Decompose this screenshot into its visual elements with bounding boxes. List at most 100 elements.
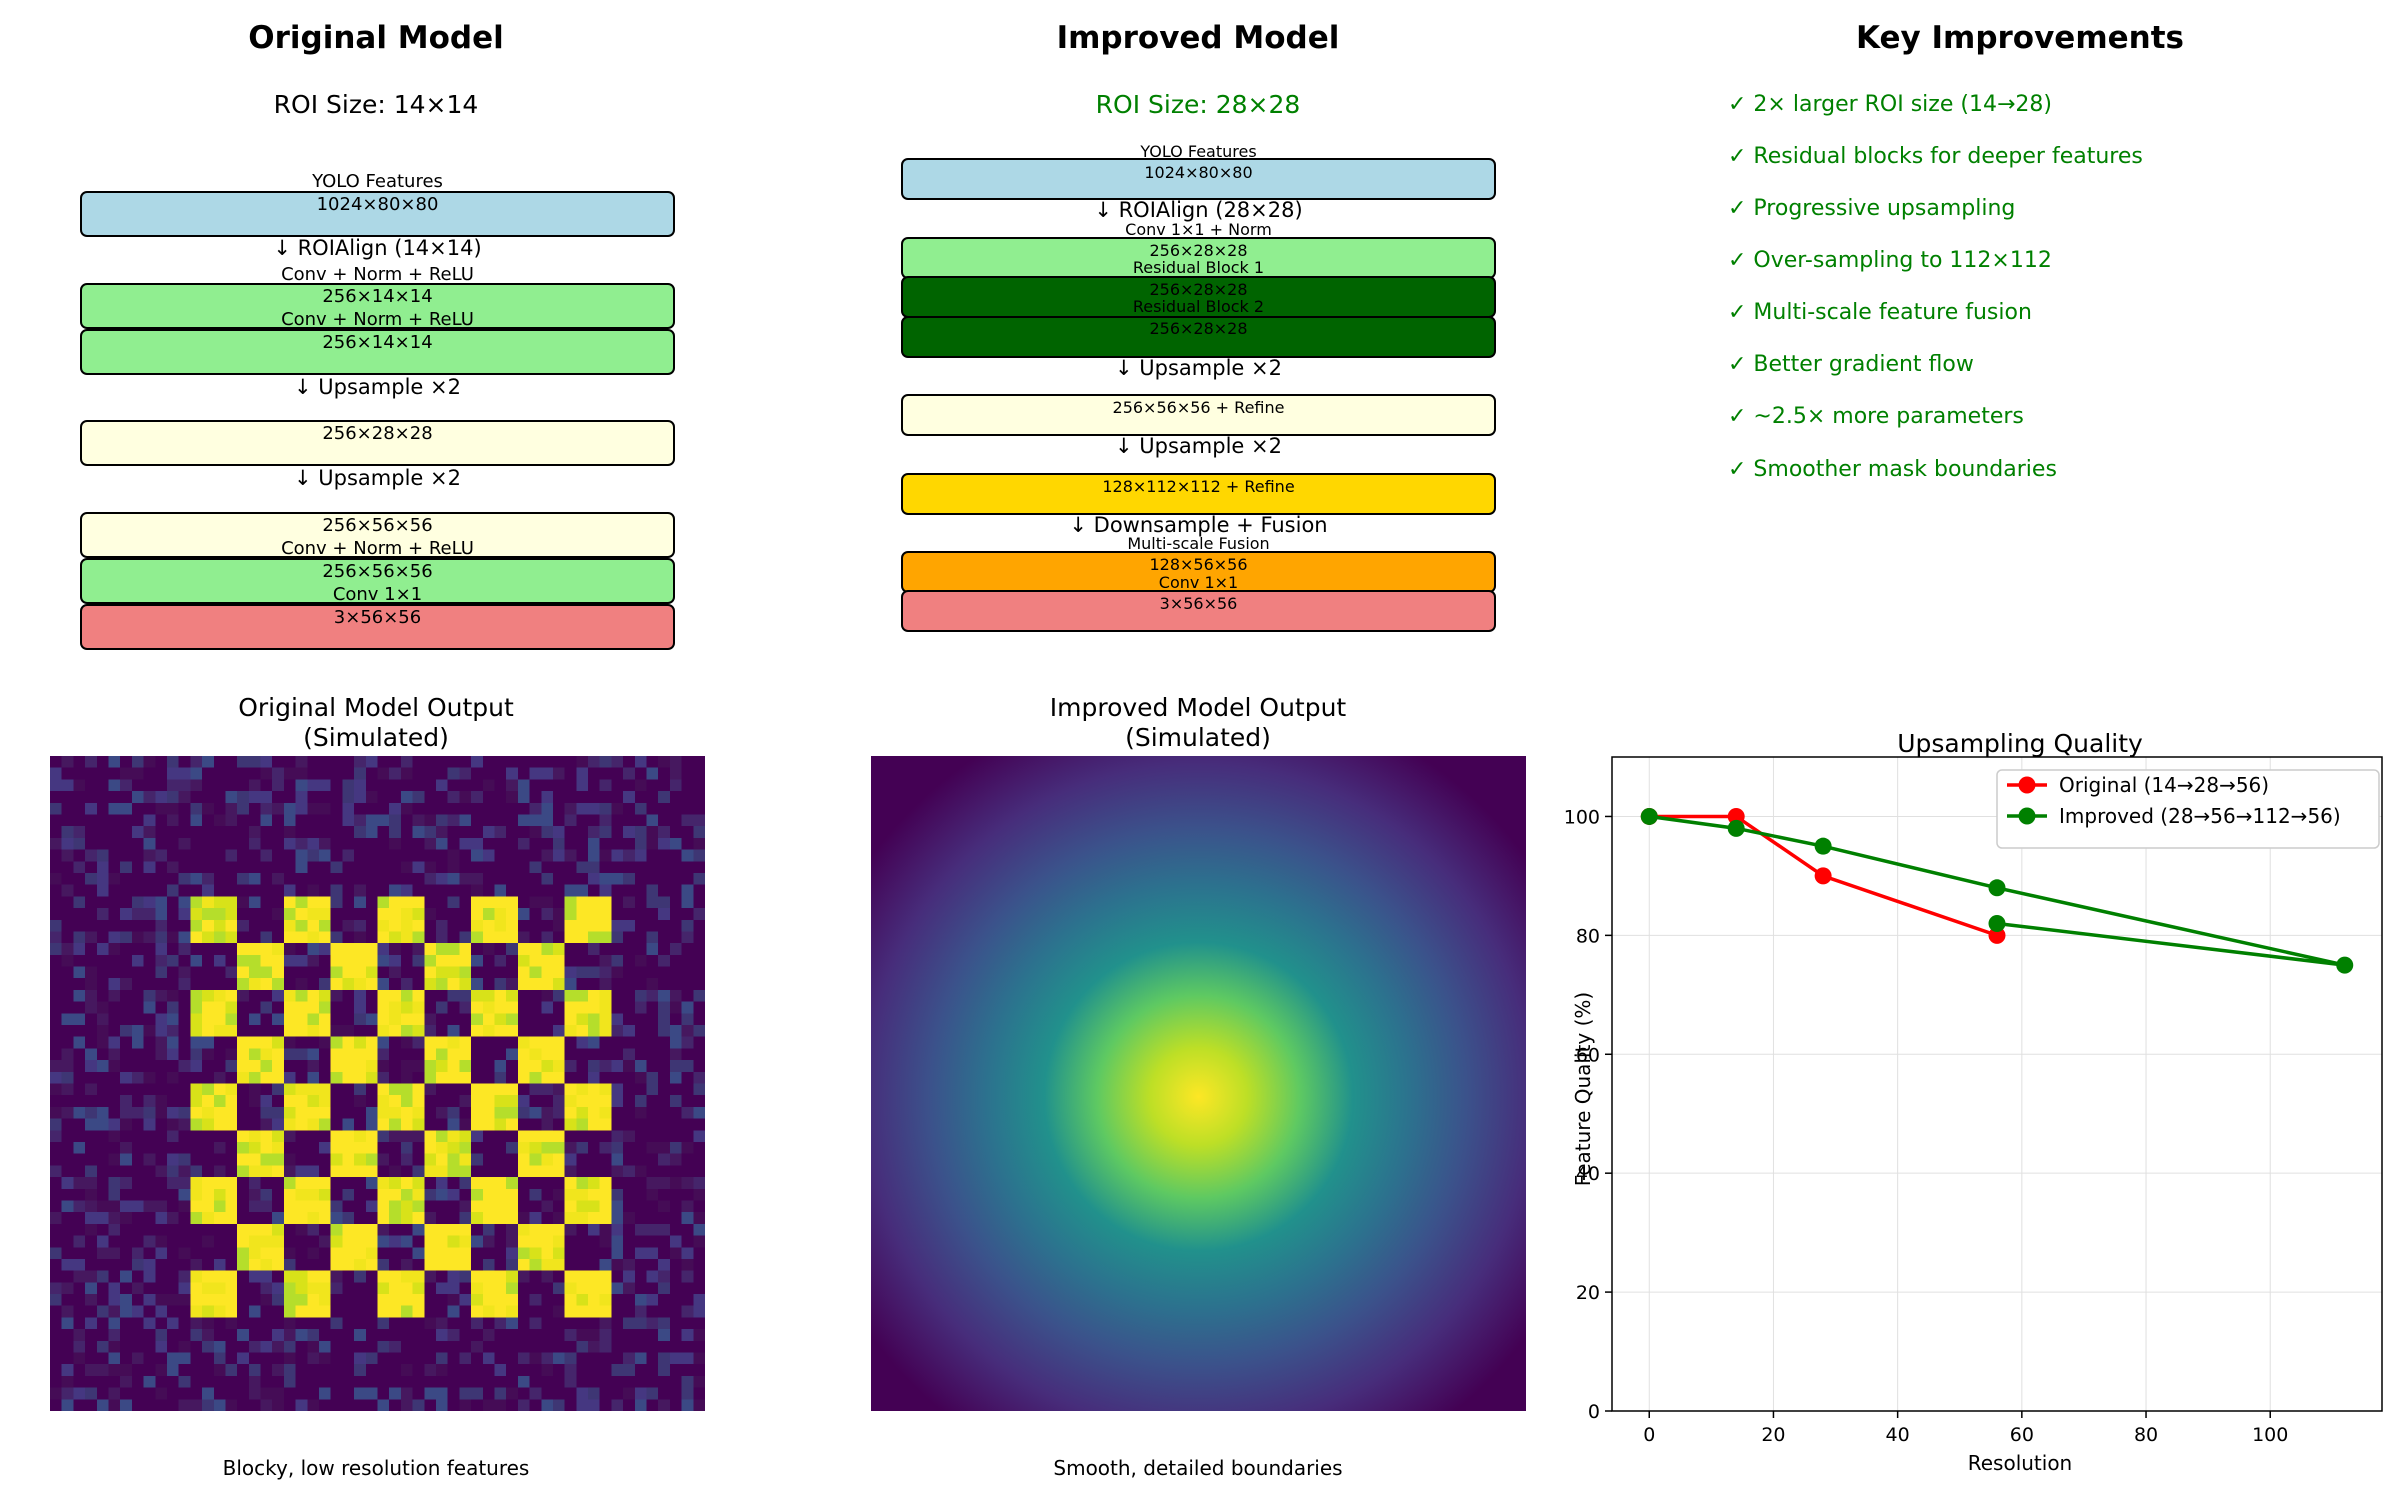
original-block-conv2-dims: 256×14×14 (322, 332, 433, 353)
chart-ylabel: Feature Quality (%) (1571, 992, 1595, 1186)
x-tick-label: 80 (2134, 1424, 2158, 1446)
original-block-output (80, 604, 675, 650)
original-block-up56-dims: 256×56×56 (322, 515, 433, 536)
improved-block-up56 (901, 394, 1496, 436)
original-block-conv3-dims: 256×56×56 (322, 561, 433, 582)
improved-arrow-upsample2: ↓ Upsample ×2 (1115, 434, 1282, 458)
key-improvements-title: Key Improvements (1855, 20, 2184, 56)
data-point (2336, 956, 2354, 974)
legend-label: Improved (28→56→112→56) (2059, 804, 2341, 828)
x-tick-label: 60 (2010, 1424, 2034, 1446)
data-point (1988, 879, 2006, 897)
y-tick-label: 80 (1576, 925, 1600, 947)
upsampling-quality-chart: Upsampling Quality 0 20 40 60 80 100 0 20 40 60 80… (1564, 729, 2383, 1475)
y-tick-label: 0 (1588, 1401, 1600, 1423)
improved-block-fusion-dims: 128×56×56 (1149, 555, 1248, 574)
improved-model-title: Improved Model (1056, 20, 1340, 56)
original-block-output-label: Conv 1×1 (332, 584, 423, 605)
data-point (1988, 926, 2006, 944)
improved-block-output-dims: 3×56×56 (1159, 594, 1238, 613)
original-block-conv2 (80, 329, 675, 375)
improved-block-up56-dims: 256×56×56 + Refine (1112, 398, 1285, 417)
chart-legend: Original (14→28→56) Improved (28→56→112→5… (1996, 769, 2380, 849)
original-output-image (50, 756, 705, 1411)
original-roi-size: ROI Size: 14×14 (273, 90, 479, 119)
data-point (1814, 837, 1832, 855)
improved-block-output (901, 590, 1496, 632)
improvement-item: ✓ Better gradient flow (1728, 352, 1974, 377)
improved-arrow-downsample: ↓ Downsample + Fusion (1069, 513, 1328, 537)
improved-block-res1 (901, 276, 1496, 318)
improved-block-res2 (901, 316, 1496, 358)
original-block-yolo (80, 191, 675, 237)
y-tick-label: 40 (1576, 1163, 1600, 1185)
original-block-conv1 (80, 283, 675, 329)
improved-block-yolo (901, 158, 1496, 200)
improved-block-res2-dims: 256×28×28 (1149, 319, 1248, 338)
improved-block-res2-label: Residual Block 2 (1132, 297, 1265, 316)
original-block-up56 (80, 512, 675, 558)
x-tick-label: 20 (1761, 1424, 1785, 1446)
improved-block-up112 (901, 473, 1496, 515)
chart-axes: 0 20 40 60 80 100 0 20 40 60 80 100 (1564, 756, 2383, 1446)
chart-title: Upsampling Quality (1897, 729, 2143, 758)
legend-swatch-marker (2018, 807, 2036, 825)
original-model-title: Original Model (248, 20, 504, 56)
chart-xlabel: Resolution (1968, 1451, 2073, 1475)
original-block-conv3-label: Conv + Norm + ReLU (281, 538, 474, 559)
data-point (1727, 807, 1745, 825)
original-output-caption: Blocky, low resolution features (222, 1456, 530, 1480)
improved-output-blob (871, 756, 1526, 1411)
chart-series (1640, 807, 2354, 974)
original-block-up28 (80, 420, 675, 466)
improved-block-res1-dims: 256×28×28 (1149, 280, 1248, 299)
original-block-up28-dims: 256×28×28 (322, 423, 433, 444)
original-block-conv3 (80, 558, 675, 604)
chart-grid (1612, 757, 2382, 1412)
original-arrow-upsample2: ↓ Upsample ×2 (294, 466, 461, 490)
original-arrow-roialign: ↓ ROIAlign (14×14) (273, 236, 482, 260)
improved-arrow-upsample1: ↓ Upsample ×2 (1115, 356, 1282, 380)
improvement-item: ✓ Progressive upsampling (1728, 196, 2016, 221)
improved-block-res1-label: Residual Block 1 (1132, 258, 1265, 277)
improved-output-caption: Smooth, detailed boundaries (1053, 1456, 1343, 1480)
data-point (1988, 914, 2006, 932)
original-block-yolo-dims: 1024×80×80 (316, 194, 439, 215)
original-block-output-dims: 3×56×56 (333, 607, 422, 628)
data-point (1814, 867, 1832, 885)
improved-block-yolo-label: YOLO Features (1140, 142, 1257, 161)
series-line (1649, 814, 1998, 938)
improved-block-yolo-dims: 1024×80×80 (1144, 163, 1253, 182)
legend-frame (1996, 769, 2380, 849)
original-arrow-upsample1: ↓ Upsample ×2 (294, 375, 461, 399)
improvement-item: ✓ Smoother mask boundaries (1728, 457, 2057, 482)
y-tick-label: 60 (1576, 1044, 1600, 1066)
improvement-item: ✓ Over-sampling to 112×112 (1728, 248, 2052, 273)
legend-label: Original (14→28→56) (2059, 773, 2269, 797)
x-tick-label: 100 (2252, 1424, 2288, 1446)
improved-block-conv-dims: 256×28×28 (1149, 241, 1248, 260)
original-block-conv1-dims: 256×14×14 (322, 286, 433, 307)
series-line (1649, 814, 2346, 967)
x-tick-label: 0 (1643, 1424, 1655, 1446)
x-tick-label: 40 (1886, 1424, 1910, 1446)
y-tick-label: 100 (1564, 806, 1600, 828)
plot-frame (1611, 756, 2383, 1412)
improved-block-fusion-label: Multi-scale Fusion (1127, 534, 1270, 553)
improved-block-conv-label: Conv 1×1 + Norm (1125, 220, 1272, 239)
data-point (1727, 819, 1745, 837)
y-tick-label: 20 (1576, 1282, 1600, 1304)
improved-output-title: Improved Model Output (Simulated) (1049, 693, 1347, 752)
improved-output-image (871, 756, 1526, 1411)
original-block-conv1-label: Conv + Norm + ReLU (281, 264, 474, 285)
series-1 (1640, 807, 2354, 974)
improved-block-up112-dims: 128×112×112 + Refine (1102, 477, 1295, 496)
data-point (1640, 807, 1658, 825)
improvement-item: ✓ ~2.5× more parameters (1728, 404, 2024, 429)
legend-swatch-marker (2018, 776, 2036, 794)
original-block-conv2-label: Conv + Norm + ReLU (281, 309, 474, 330)
improvement-item: ✓ Residual blocks for deeper features (1728, 144, 2143, 169)
original-block-yolo-label: YOLO Features (312, 171, 443, 192)
improved-arrow-roialign: ↓ ROIAlign (28×28) (1094, 198, 1303, 222)
improved-roi-size: ROI Size: 28×28 (1095, 90, 1301, 119)
